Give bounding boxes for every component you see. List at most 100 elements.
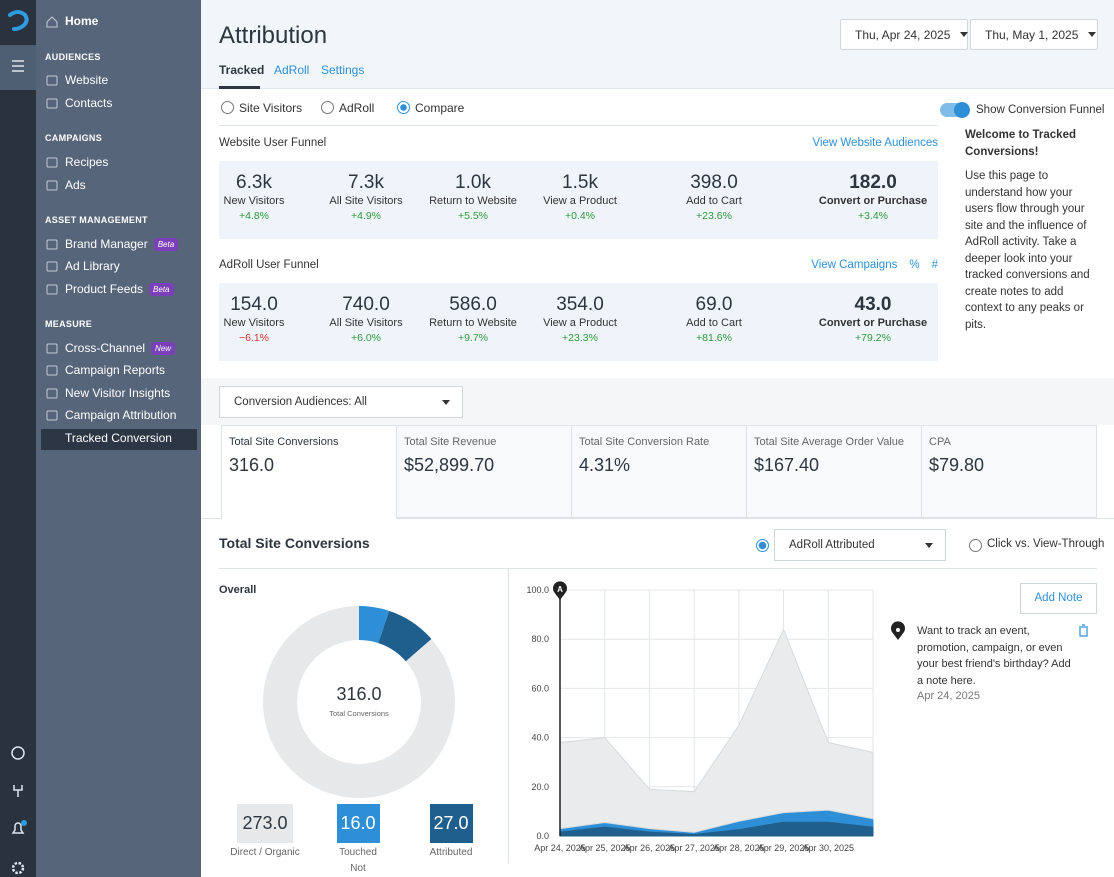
step-change: +23.3% bbox=[562, 332, 598, 344]
nav-item-label: Campaign Attribution bbox=[65, 408, 177, 422]
funnel-box bbox=[219, 161, 938, 239]
nav-item[interactable]: Campaign Attribution bbox=[65, 408, 176, 422]
nav-item-label: Cross-Channel bbox=[65, 341, 146, 355]
nav-item[interactable]: Campaign Reports bbox=[65, 363, 165, 377]
legend-label: Direct / Organic bbox=[230, 847, 300, 858]
toggle-label: Show Conversion Funnel bbox=[976, 104, 1105, 116]
nav-item[interactable]: Contacts bbox=[65, 96, 112, 110]
nav-item[interactable]: Brand Manager Beta bbox=[65, 237, 179, 251]
step-change: +6.0% bbox=[350, 332, 382, 344]
nav-item[interactable]: Tracked Conversion bbox=[65, 431, 172, 445]
note-pin-hole bbox=[896, 628, 900, 632]
funnel-links: View Campaigns% # bbox=[600, 259, 938, 271]
metric-label: Total Site Conversion Rate bbox=[579, 436, 710, 448]
step-change: −6.1% bbox=[238, 332, 270, 344]
radio[interactable] bbox=[969, 539, 982, 552]
metric-value: $167.40 bbox=[754, 455, 820, 475]
step-value: 740.0 bbox=[342, 294, 390, 315]
metric-value: 4.31% bbox=[579, 455, 631, 475]
step-value: 354.0 bbox=[556, 294, 604, 315]
metric-card[interactable] bbox=[746, 425, 922, 518]
radio-label: Compare bbox=[415, 101, 465, 115]
note-date: Apr 24, 2025 bbox=[917, 690, 980, 702]
radio[interactable] bbox=[221, 101, 234, 114]
marker-label: A bbox=[557, 585, 563, 594]
menu-button[interactable] bbox=[0, 45, 36, 90]
nav-item-label: Ad Library bbox=[65, 259, 120, 273]
tab[interactable]: AdRoll bbox=[274, 63, 310, 77]
divider bbox=[201, 518, 1114, 519]
nav-item-label: New Visitor Insights bbox=[65, 386, 171, 400]
step-label: Add to Cart bbox=[686, 317, 742, 329]
step-value: 6.3k bbox=[236, 172, 272, 193]
x-tick-label: Apr 30, 2025 bbox=[803, 843, 855, 853]
icon-rail bbox=[0, 0, 36, 877]
step-change: +5.5% bbox=[457, 210, 489, 222]
metric-value: $52,899.70 bbox=[404, 455, 495, 475]
funnel-link[interactable]: % bbox=[909, 259, 920, 271]
audience-dropdown[interactable]: Conversion Audiences: All bbox=[219, 386, 463, 418]
step-label: Convert or Purchase bbox=[818, 317, 928, 329]
y-tick-label: 0.0 bbox=[536, 831, 549, 841]
area bbox=[559, 820, 874, 837]
add-note-button[interactable]: Add Note bbox=[1020, 583, 1097, 614]
nav-badge: Beta bbox=[149, 282, 174, 296]
y-tick-label: 60.0 bbox=[531, 683, 549, 693]
step-change: +3.4% bbox=[857, 210, 889, 222]
date-picker[interactable]: Thu, May 1, 2025 bbox=[970, 19, 1098, 50]
chart-title: Overall bbox=[219, 584, 257, 596]
nav-item[interactable]: Ads bbox=[65, 178, 86, 192]
metric-card[interactable] bbox=[221, 425, 397, 519]
y-tick-label: 100.0 bbox=[526, 585, 549, 595]
nav-section-title: MEASURE bbox=[45, 319, 93, 329]
donut-total: 316.0 bbox=[336, 684, 381, 704]
funnel-step: 1.0k Return to Website +5.5% bbox=[413, 172, 533, 222]
date-label: Thu, Apr 24, 2025 bbox=[855, 27, 951, 42]
metric-card[interactable] bbox=[396, 425, 572, 518]
legend-value: 273.0 bbox=[237, 804, 293, 843]
metric-card[interactable] bbox=[921, 425, 1097, 518]
x-tick-label: Apr 27, 2025 bbox=[668, 843, 720, 853]
attribution-dropdown[interactable]: AdRoll Attributed bbox=[774, 529, 946, 561]
delete-icon bbox=[1079, 624, 1088, 637]
legend-label: Touched Not Attributed bbox=[339, 847, 377, 874]
nav-item[interactable]: New Visitor Insights bbox=[65, 386, 170, 400]
date-picker[interactable]: Thu, Apr 24, 2025 bbox=[840, 19, 969, 50]
funnel-link[interactable]: View Website Audiences bbox=[812, 137, 938, 149]
nav-item[interactable]: Website bbox=[65, 73, 108, 87]
nav-item[interactable]: Recipes bbox=[65, 155, 108, 169]
step-change: +4.9% bbox=[350, 210, 382, 222]
step-label: Return to Website bbox=[429, 317, 517, 329]
radio[interactable] bbox=[321, 101, 334, 114]
funnel-link[interactable]: # bbox=[931, 259, 938, 271]
donut-total-label: Total Conversions bbox=[329, 709, 389, 718]
metric-card[interactable] bbox=[571, 425, 747, 518]
funnel-link[interactable]: View Campaigns bbox=[811, 259, 898, 271]
step-label: View a Product bbox=[543, 195, 617, 207]
step-value: 1.0k bbox=[455, 172, 491, 193]
metric-label: Total Site Average Order Value bbox=[754, 436, 905, 448]
nav-section-title: CAMPAIGNS bbox=[45, 133, 103, 143]
nav-item[interactable]: Ad Library bbox=[65, 259, 120, 273]
step-change: +23.6% bbox=[696, 210, 732, 222]
divider bbox=[508, 568, 509, 863]
x-tick-label: Apr 29, 2025 bbox=[758, 843, 810, 853]
nav-item-label: Recipes bbox=[65, 155, 109, 169]
step-label: All Site Visitors bbox=[329, 317, 403, 329]
nav-item[interactable]: Product Feeds Beta bbox=[65, 282, 174, 296]
x-tick-label: Apr 28, 2025 bbox=[713, 843, 765, 853]
radio[interactable] bbox=[397, 101, 410, 114]
step-change: +4.8% bbox=[238, 210, 270, 222]
tab[interactable]: Settings bbox=[321, 63, 365, 77]
area bbox=[559, 809, 874, 835]
nav-item[interactable]: Cross-Channel New bbox=[65, 341, 176, 355]
tab[interactable]: Tracked bbox=[219, 63, 265, 77]
note-text: Want to track an event, promotion, campa… bbox=[917, 625, 1071, 687]
radio[interactable] bbox=[756, 539, 769, 552]
step-change: +9.7% bbox=[457, 332, 489, 344]
nav-home[interactable]: Home bbox=[65, 14, 99, 28]
step-label: Add to Cart bbox=[686, 195, 742, 207]
caret bbox=[1088, 32, 1097, 37]
nav-item-label: Campaign Reports bbox=[65, 363, 166, 377]
